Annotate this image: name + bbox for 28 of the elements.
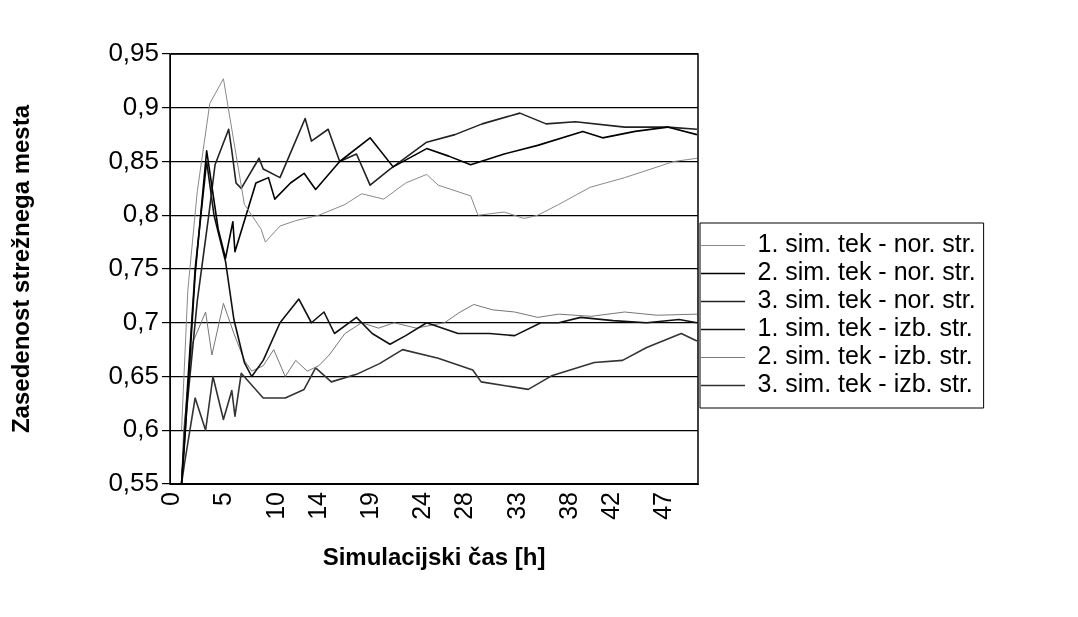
legend-label: 3. sim. tek - izb. str.	[757, 369, 973, 398]
x-tick-label: 38	[554, 492, 583, 520]
x-tick-label: 5	[208, 492, 237, 506]
y-tick-label: 0,85	[108, 144, 159, 175]
y-tick-label: 0,95	[108, 37, 159, 68]
y-tick-label: 0,9	[122, 90, 159, 121]
legend-label: 1. sim. tek - izb. str.	[757, 313, 973, 342]
x-tick-label: 24	[407, 491, 436, 520]
y-tick-label: 0,55	[108, 467, 159, 498]
x-axis-title: Simulacijski čas [h]	[322, 543, 546, 571]
x-tick-label: 28	[449, 492, 478, 520]
legend-label: 2. sim. tek - nor. str.	[757, 257, 976, 286]
x-tick-label: 42	[596, 492, 624, 520]
y-axis-title: Zasedenost strežnega mesta	[7, 104, 35, 434]
legend-label: 1. sim. tek - nor. str.	[757, 229, 976, 258]
y-tick-label: 0,65	[108, 359, 159, 390]
x-tick-label: 0	[156, 492, 184, 506]
y-tick-label: 0,8	[122, 198, 159, 229]
x-tick-label: 14	[302, 491, 331, 520]
y-tick-label: 0,75	[108, 252, 159, 283]
legend-label: 2. sim. tek - izb. str.	[757, 341, 973, 370]
x-tick-label: 47	[648, 492, 677, 520]
y-tick-label: 0,6	[122, 413, 159, 444]
x-tick-label: 10	[260, 492, 289, 520]
legend-label: 3. sim. tek - nor. str.	[757, 285, 976, 314]
x-tick-label: 19	[355, 492, 384, 520]
y-tick-label: 0,7	[122, 305, 159, 336]
x-tick-label: 33	[501, 492, 530, 520]
